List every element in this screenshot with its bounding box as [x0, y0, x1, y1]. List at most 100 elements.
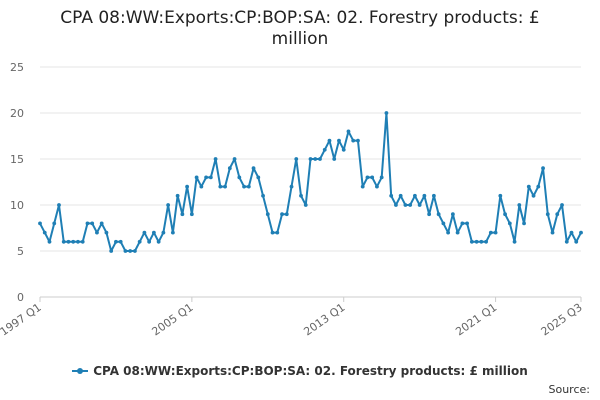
data-point — [427, 212, 432, 217]
data-point — [52, 221, 57, 226]
legend[interactable]: CPA 08:WW:Exports:CP:BOP:SA: 02. Forestr… — [0, 364, 600, 378]
data-point — [346, 129, 351, 134]
data-point — [351, 138, 356, 143]
data-point — [422, 193, 427, 198]
data-point — [507, 221, 512, 226]
data-point — [318, 157, 322, 161]
data-point — [109, 249, 114, 253]
data-point — [185, 184, 190, 189]
data-point — [446, 230, 451, 235]
data-point — [66, 239, 71, 244]
data-point — [95, 230, 99, 235]
data-point — [332, 157, 337, 161]
data-point — [223, 184, 227, 189]
data-point — [479, 239, 484, 244]
data-point — [413, 193, 417, 198]
series-layer — [38, 111, 583, 253]
data-point — [313, 157, 318, 161]
y-tick-label: 5 — [17, 245, 24, 258]
data-point — [465, 221, 470, 226]
data-point — [199, 184, 204, 189]
data-point — [564, 239, 569, 244]
data-point — [57, 203, 61, 207]
legend-line-marker-icon — [72, 367, 89, 374]
data-point — [256, 175, 261, 180]
data-point — [208, 175, 213, 180]
data-point — [460, 221, 465, 226]
data-point — [441, 221, 446, 226]
data-point — [246, 184, 251, 189]
data-point — [498, 193, 503, 198]
data-point — [389, 193, 394, 198]
data-point — [289, 184, 294, 189]
y-tick-label: 25 — [10, 61, 24, 74]
data-point — [204, 175, 209, 180]
data-point — [137, 239, 142, 244]
data-point — [379, 175, 384, 180]
series-line — [39, 112, 582, 252]
data-point — [394, 203, 398, 207]
data-point — [118, 239, 123, 244]
data-point — [213, 157, 218, 161]
data-point — [170, 230, 175, 235]
data-point — [526, 184, 531, 189]
data-point — [417, 203, 422, 207]
data-point — [522, 221, 526, 226]
data-point — [42, 230, 47, 235]
data-point — [175, 193, 180, 198]
data-point — [227, 166, 232, 171]
data-point — [76, 239, 80, 244]
data-point — [114, 239, 118, 244]
y-tick-label: 0 — [17, 291, 24, 304]
data-point — [194, 175, 199, 180]
data-point — [284, 212, 289, 217]
data-point — [261, 193, 265, 198]
x-tick-label: 2013 Q1 — [301, 301, 347, 339]
data-point — [384, 111, 389, 115]
data-point — [512, 239, 517, 244]
data-point — [280, 212, 284, 217]
data-point — [436, 212, 441, 217]
data-point — [455, 230, 460, 235]
y-tick-label: 15 — [10, 153, 24, 166]
data-point — [469, 239, 474, 244]
data-point — [550, 230, 555, 235]
chart-title: CPA 08:WW:Exports:CP:BOP:SA: 02. Forestr… — [60, 8, 540, 49]
data-point — [123, 249, 128, 253]
data-point — [403, 203, 408, 207]
data-point — [299, 193, 303, 198]
data-point — [493, 230, 498, 235]
data-point — [80, 239, 85, 244]
data-point — [270, 230, 275, 235]
data-point — [85, 221, 90, 226]
y-tick-label: 20 — [10, 107, 24, 120]
data-point — [47, 239, 52, 244]
data-point — [398, 193, 403, 198]
data-point — [337, 138, 341, 143]
data-point — [180, 212, 185, 217]
data-point — [156, 239, 161, 244]
data-point — [251, 166, 256, 171]
y-axis-ticks: 0 5 10 15 20 25 — [10, 61, 24, 304]
data-point — [71, 239, 76, 244]
data-point — [275, 230, 280, 235]
data-point — [360, 184, 365, 189]
x-tick-label: 2005 Q1 — [149, 301, 195, 339]
data-point — [303, 203, 308, 207]
data-point — [61, 239, 66, 244]
y-tick-label: 10 — [10, 199, 24, 212]
data-point — [128, 249, 133, 253]
data-point — [574, 239, 579, 244]
data-point — [484, 239, 488, 244]
source-label: Source: — [548, 383, 591, 396]
data-point — [327, 138, 332, 143]
data-point — [151, 230, 156, 235]
x-tick-label: 2021 Q1 — [453, 301, 499, 339]
data-point — [356, 138, 360, 143]
data-point — [90, 221, 95, 226]
data-point — [161, 230, 166, 235]
data-point — [503, 212, 507, 217]
data-point — [38, 221, 42, 226]
data-point — [541, 166, 545, 171]
x-tick-label: 2025 Q3 — [539, 301, 585, 339]
